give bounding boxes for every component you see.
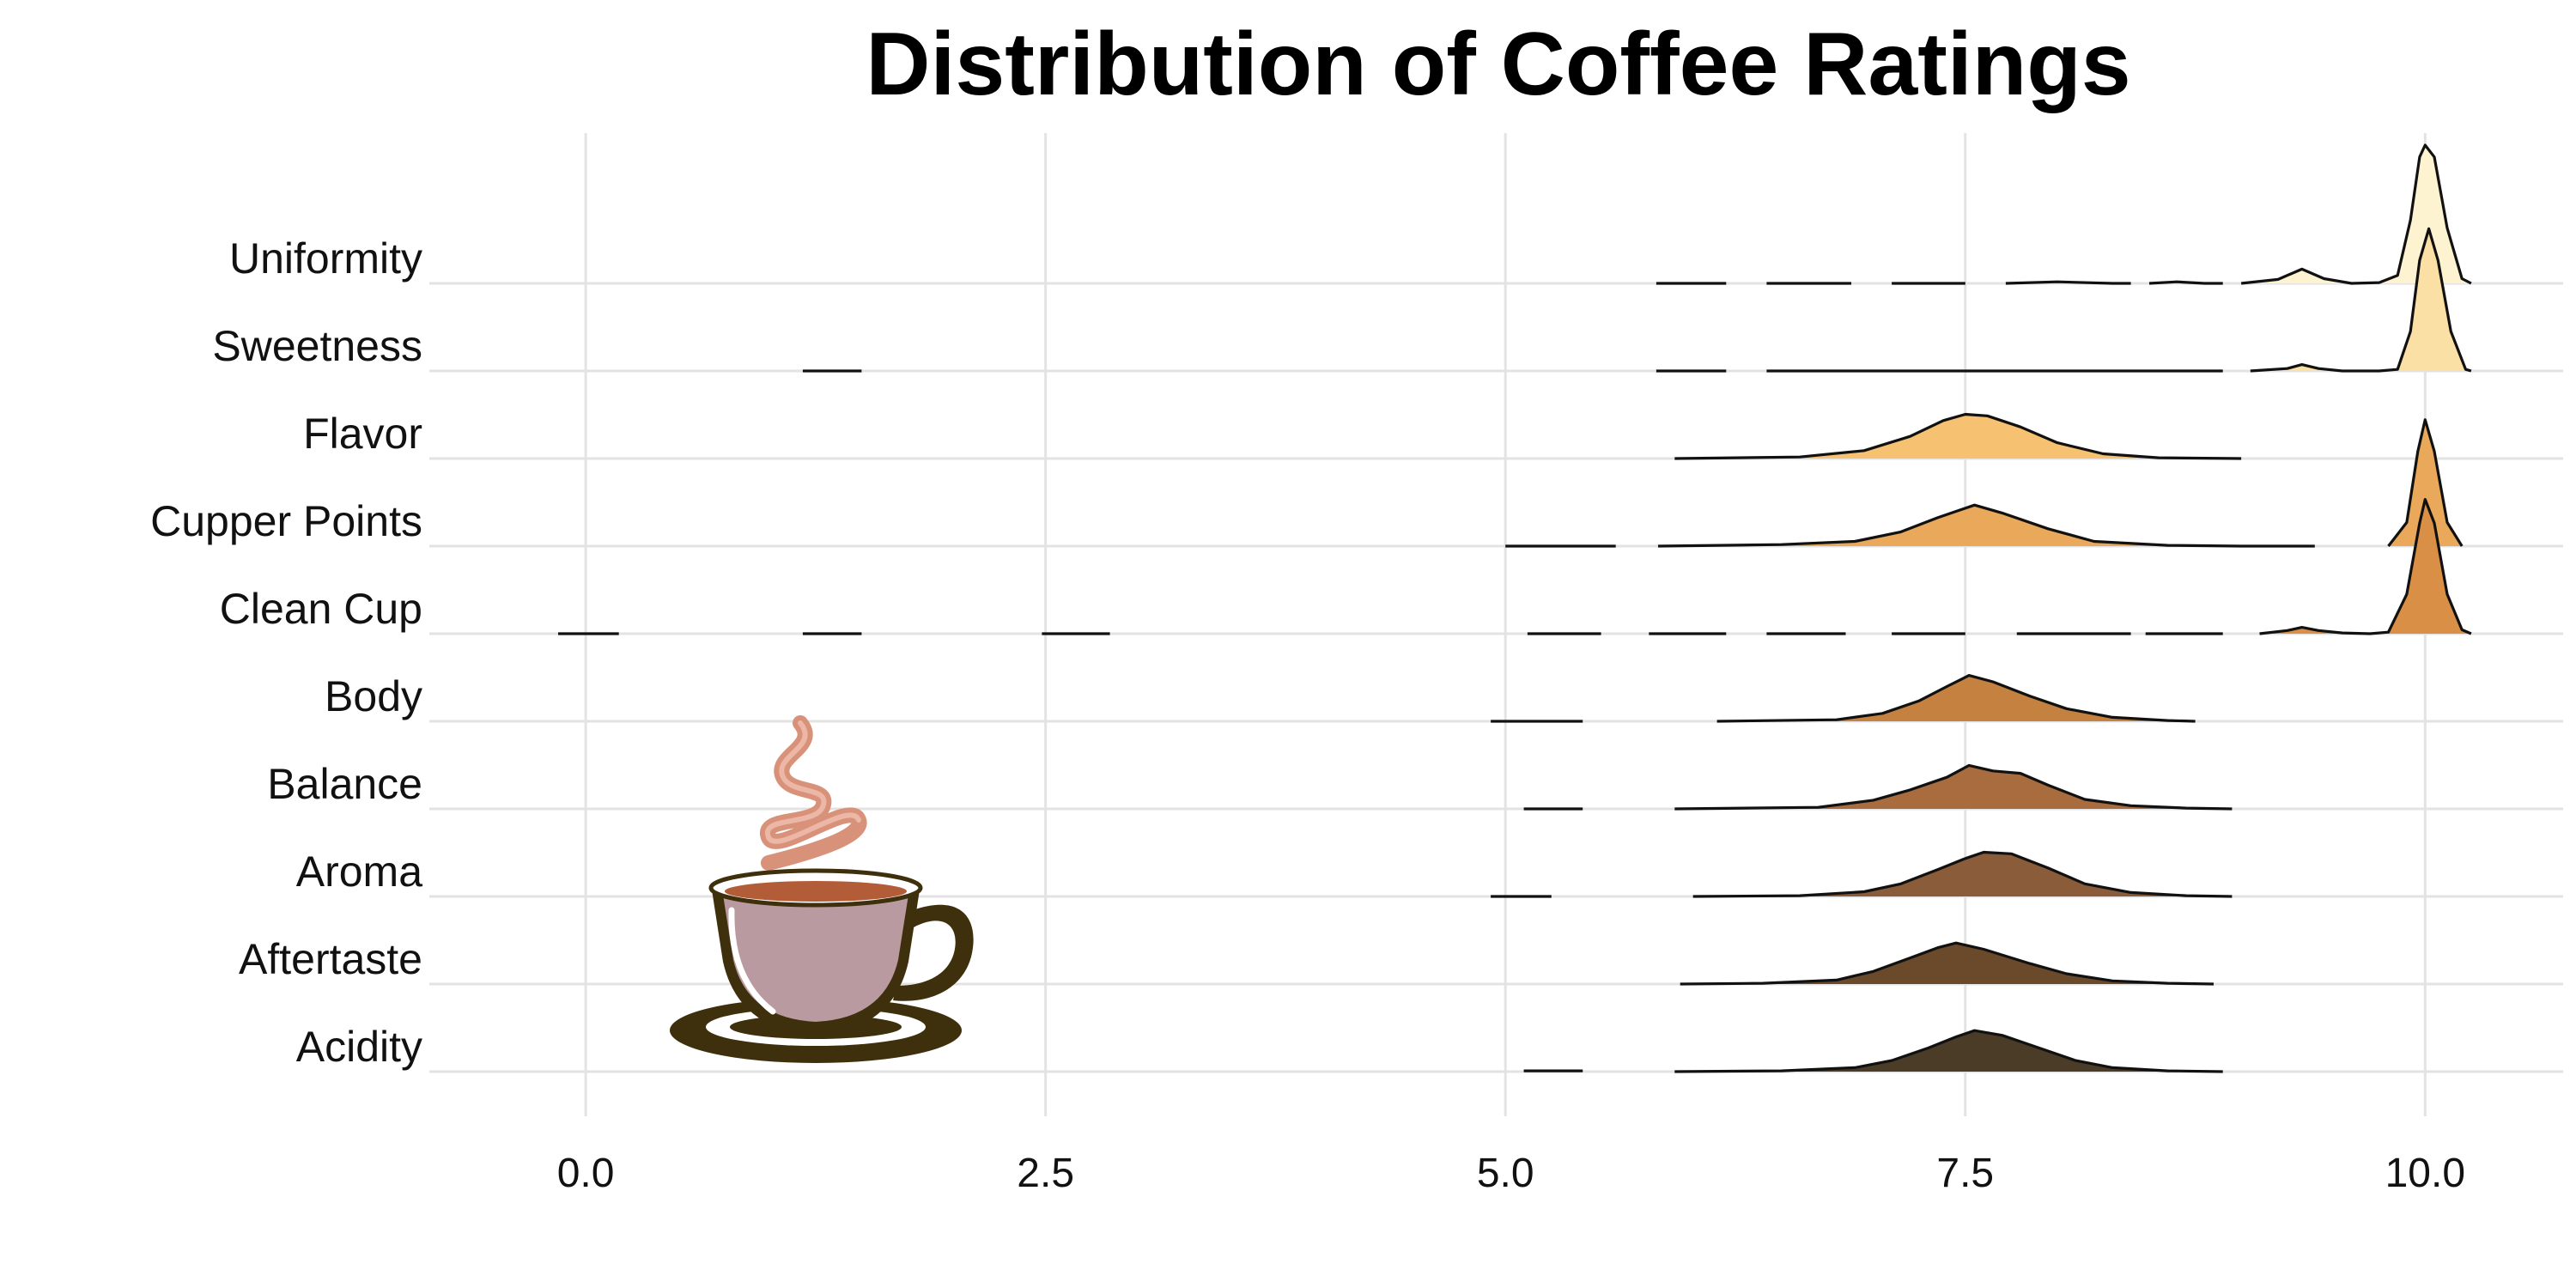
coffee-surface-icon <box>725 881 907 902</box>
ridge-area <box>1692 852 2233 896</box>
ridge-line <box>1674 1029 2223 1073</box>
y-category-label: Uniformity <box>229 234 422 283</box>
ridge-line <box>2148 280 2223 285</box>
y-category-label: Flavor <box>303 410 422 458</box>
ridge-line <box>1657 503 2315 548</box>
cup-handle-icon <box>893 904 974 1001</box>
ridge-layer <box>558 143 2472 1073</box>
cup-shine-icon <box>728 907 776 1015</box>
x-tick-label: 5.0 <box>1477 1151 1534 1196</box>
chart-title: Distribution of Coffee Ratings <box>866 15 2130 114</box>
x-tick-label: 10.0 <box>2385 1151 2465 1196</box>
y-category-label: Sweetness <box>212 322 422 370</box>
cup-fill-icon <box>723 890 908 1022</box>
y-category-label: Clean Cup <box>220 585 422 633</box>
ridge-area <box>2250 228 2471 371</box>
coffee-cup-icon <box>670 715 974 1063</box>
ridge-area <box>1674 1030 2223 1072</box>
label-layer: 0.0 2.5 5.0 7.5 10.0 Acidity Aftertaste Aroma Ba… <box>150 234 2465 1196</box>
y-category-label: Body <box>325 672 422 720</box>
ridge-area <box>1674 765 2233 809</box>
steam-highlight-icon <box>765 720 861 844</box>
ridge-line <box>2005 280 2131 285</box>
y-category-label: Aroma <box>296 848 422 896</box>
ridge-line <box>1674 763 2233 811</box>
ridge-line <box>1692 850 2233 898</box>
x-tick-label: 0.0 <box>557 1151 615 1196</box>
x-tick-label: 7.5 <box>1936 1151 1994 1196</box>
ridge-line <box>2250 227 2472 373</box>
ridge-line <box>2259 498 2472 635</box>
ridge-area <box>2241 145 2471 283</box>
y-category-label: Aftertaste <box>239 935 422 983</box>
ridge-area <box>1716 675 2196 721</box>
ridge-line <box>1716 674 2196 723</box>
y-category-label: Balance <box>267 760 422 808</box>
ridge-area <box>1658 505 2315 546</box>
y-category-label: Acidity <box>296 1023 422 1071</box>
ridge-area <box>2388 419 2463 546</box>
ridge-area <box>1674 414 2242 459</box>
ridge-line <box>2387 418 2464 547</box>
ridge-line <box>1680 941 2215 986</box>
ridge-line <box>1674 412 2242 460</box>
ridge-area <box>1680 943 2214 984</box>
y-category-label: Cupper Points <box>150 497 422 545</box>
ridge-line <box>2240 143 2472 285</box>
x-tick-label: 2.5 <box>1017 1151 1074 1196</box>
